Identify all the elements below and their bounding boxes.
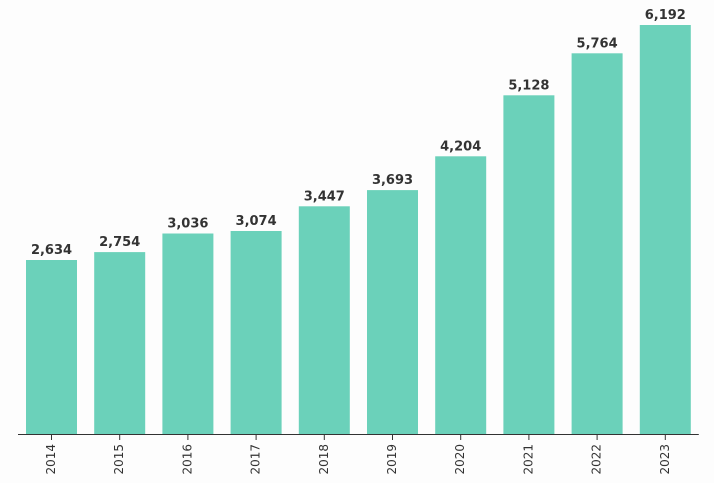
bar-2017 (230, 231, 282, 434)
tick-label-2016: 2016 (180, 444, 194, 475)
bar-2020 (435, 156, 487, 435)
value-label-2017: 3,074 (236, 214, 277, 229)
value-label-2016: 3,036 (167, 217, 208, 232)
bar-2015 (94, 252, 146, 434)
bar-2021 (503, 95, 555, 435)
x-tick-labels-group: 2014 2015 2016 2017 2018 2019 2020 2021 2022 2023 (44, 444, 672, 475)
x-tick-marks-group (51, 434, 666, 440)
value-label-2022: 5,764 (577, 36, 618, 51)
value-labels-group: 2,634 2,754 3,036 3,074 3,447 3,693 4,204 5,128… (31, 8, 686, 258)
value-label-2021: 5,128 (508, 78, 549, 93)
value-label-2015: 2,754 (99, 235, 140, 250)
tick-label-2014: 2014 (44, 444, 58, 475)
value-label-2023: 6,192 (645, 8, 686, 23)
bar-2022 (571, 53, 623, 435)
tick-label-2021: 2021 (521, 444, 535, 475)
value-label-2019: 3,693 (372, 173, 413, 188)
tick-label-2019: 2019 (385, 444, 399, 475)
bar-2019 (367, 190, 418, 434)
tick-label-2015: 2015 (112, 444, 126, 475)
tick-label-2017: 2017 (249, 444, 263, 475)
value-label-2018: 3,447 (304, 189, 345, 204)
bar-2014 (26, 260, 77, 434)
value-label-2014: 2,634 (31, 243, 72, 258)
bars-group (26, 25, 691, 435)
bar-2016 (162, 233, 214, 434)
tick-label-2023: 2023 (658, 444, 672, 475)
tick-label-2022: 2022 (590, 444, 604, 475)
tick-label-2020: 2020 (453, 444, 467, 475)
bar-2018 (298, 206, 350, 434)
tick-label-2018: 2018 (317, 444, 331, 475)
value-label-2020: 4,204 (440, 139, 481, 154)
bar-2023 (639, 25, 691, 434)
